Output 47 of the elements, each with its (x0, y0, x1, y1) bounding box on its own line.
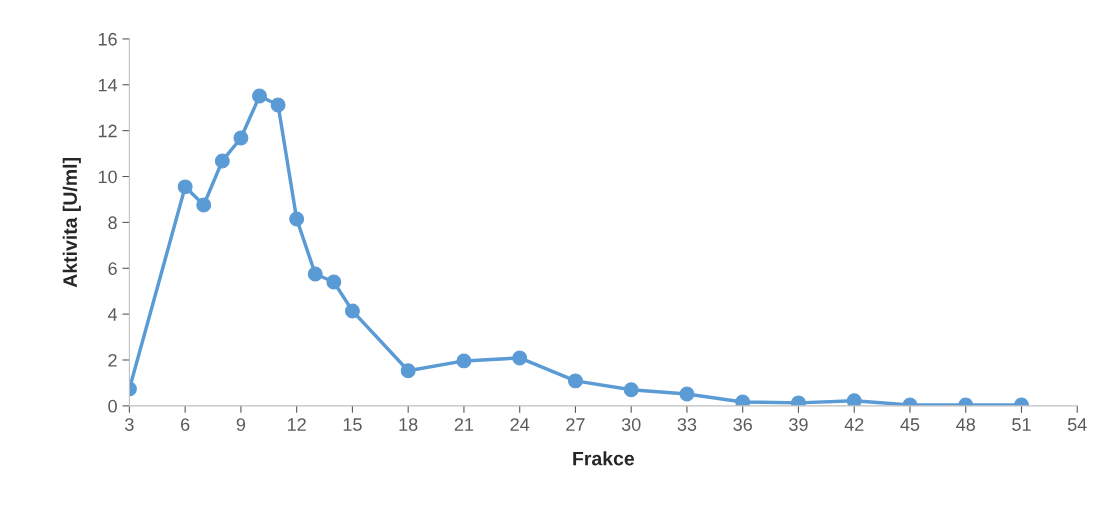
y-tick-label: 4 (107, 308, 118, 321)
x-tick-label: 42 (844, 418, 864, 431)
point (289, 211, 305, 227)
point (177, 179, 193, 195)
point (512, 350, 528, 366)
x-tick-label: 48 (956, 418, 975, 431)
point (344, 303, 360, 319)
x-tick-label: 21 (454, 418, 474, 431)
x-tick-label: 3 (125, 418, 134, 431)
x-tick-label: 27 (566, 418, 585, 431)
point (214, 153, 230, 169)
x-tick-label: 30 (621, 418, 641, 431)
point (456, 353, 472, 369)
point (270, 97, 286, 113)
point (400, 363, 416, 379)
y-axis-title: Aktivita [U/ml] (62, 158, 81, 288)
x-tick-label: 15 (343, 418, 362, 431)
point (623, 382, 639, 398)
point (252, 88, 267, 104)
x-axis-title: Frakce (573, 451, 635, 466)
x-tick-label: 18 (399, 418, 418, 431)
y-tick-label: 10 (98, 170, 117, 184)
point (679, 386, 695, 402)
x-tick-label: 36 (733, 418, 752, 431)
x-tick-label: 51 (1012, 418, 1031, 431)
x-tick-label: 9 (236, 418, 246, 431)
x-tick-label: 39 (789, 418, 808, 431)
y-tick-label: 14 (98, 78, 118, 92)
y-tick-label: 8 (108, 216, 117, 230)
x-tick-label: 54 (1067, 418, 1087, 431)
point (307, 266, 323, 282)
point (567, 373, 583, 389)
x-tick-label: 33 (677, 418, 697, 431)
point (233, 130, 249, 146)
x-tick-label: 12 (288, 418, 306, 431)
point (326, 274, 342, 290)
y-tick-label: 6 (108, 262, 117, 275)
point (846, 393, 862, 406)
x-tick-label: 45 (900, 418, 920, 431)
point (196, 197, 212, 213)
y-tick-label: 12 (98, 124, 117, 138)
x-tick-label: 6 (181, 418, 190, 431)
y-tick-label: 2 (108, 353, 117, 367)
point (735, 394, 751, 406)
x-tick-label: 24 (510, 418, 530, 431)
y-tick-label: 0 (108, 399, 117, 413)
y-tick-label: 16 (98, 32, 117, 46)
